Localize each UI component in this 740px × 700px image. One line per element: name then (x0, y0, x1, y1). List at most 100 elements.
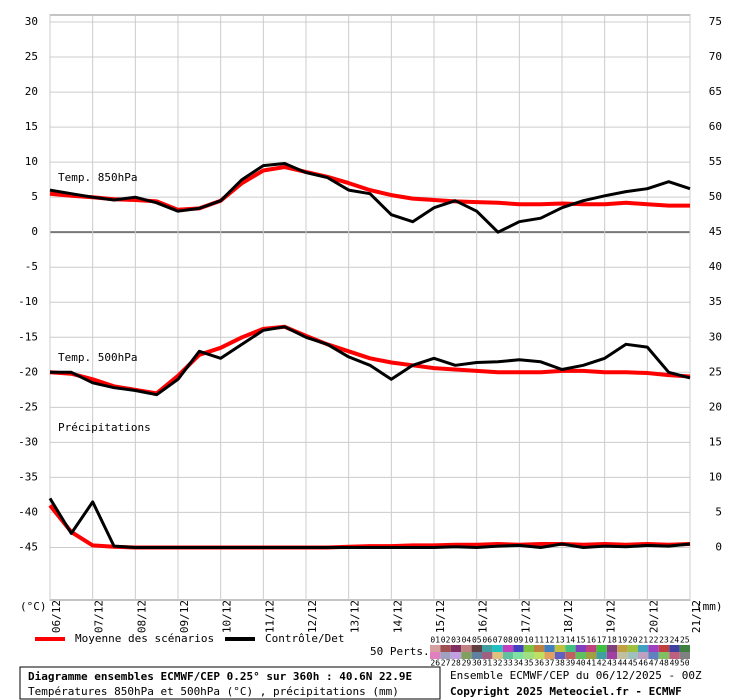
perturbation-name: 33 (503, 659, 513, 668)
perturbation-swatch (679, 645, 690, 652)
y-tick-label: -45 (18, 540, 38, 553)
series-line (50, 325, 691, 397)
perturbation-name: 11 (534, 636, 544, 645)
plot-frame (49, 14, 691, 601)
perturbation-name: 15 (576, 636, 586, 645)
perturbation-swatch (513, 645, 524, 652)
perturbation-name: 09 (514, 636, 524, 645)
x-tick-label: 20/12 (647, 600, 660, 633)
y2-tick-label: 65 (709, 85, 722, 98)
y-tick-label: -5 (25, 260, 38, 273)
perturbation-swatch (502, 652, 514, 659)
perturbation-name: 27 (441, 659, 451, 668)
y-axis-label: (°C) (20, 600, 47, 613)
y2-tick-label: 40 (709, 260, 722, 273)
y-tick-label: 15 (25, 120, 38, 133)
y-tick-label: 10 (25, 155, 38, 168)
y-tick-label: 5 (31, 190, 38, 203)
perturbation-swatch (648, 645, 659, 652)
perturbation-swatch (502, 645, 514, 652)
perturbation-swatch (534, 652, 545, 659)
y2-tick-label: 15 (709, 435, 722, 448)
x-tick-label: 18/12 (562, 600, 575, 633)
perturbation-name: 06 (482, 636, 492, 645)
perturbation-name: 48 (659, 659, 669, 668)
y-tick-label: -25 (18, 400, 38, 413)
perturbation-name: 26 (430, 659, 440, 668)
perturbation-name: 29 (462, 659, 472, 668)
perturbation-swatch (658, 652, 670, 659)
x-tick-label: 07/12 (93, 600, 106, 633)
y2-tick-label: 10 (709, 470, 722, 483)
perturbation-swatch (544, 652, 555, 659)
perturbation-swatch (669, 652, 680, 659)
perturbation-name: 50 (680, 659, 690, 668)
x-tick-label: 11/12 (263, 600, 276, 633)
perturbation-swatch (565, 645, 576, 652)
perturbation-name: 02 (441, 636, 451, 645)
perturbation-name: 04 (462, 636, 472, 645)
perturbation-name: 08 (503, 636, 513, 645)
y2-tick-label: 5 (715, 505, 722, 518)
x-tick-label: 10/12 (221, 600, 234, 633)
y-tick-label: -10 (18, 295, 38, 308)
y-tick-label: 30 (25, 15, 38, 28)
y2-tick-label: 55 (709, 155, 722, 168)
perturbation-swatch (544, 645, 555, 652)
perturbation-name: 36 (534, 659, 544, 668)
perturbation-swatch (669, 645, 680, 652)
y2-axis-label: (mm) (696, 600, 723, 613)
perturbation-name: 40 (576, 659, 586, 668)
perturbation-name: 37 (545, 659, 555, 668)
y-tick-label: 0 (31, 225, 38, 238)
perturbation-swatch (461, 652, 472, 659)
y2-tick-label: 75 (709, 15, 722, 28)
perturbation-name: 19 (618, 636, 628, 645)
perturbation-swatch (596, 652, 607, 659)
perturbation-swatch (575, 645, 586, 652)
perturbation-name: 21 (638, 636, 648, 645)
perturbation-name: 44 (618, 659, 628, 668)
perturbation-name: 24 (670, 636, 680, 645)
footer-subtitle: Températures 850hPa et 500hPa (°C) , pré… (28, 685, 399, 698)
y2-tick-label: 50 (709, 190, 722, 203)
perturbation-name: 46 (638, 659, 648, 668)
perturbation-name: 20 (628, 636, 638, 645)
perturbation-name: 14 (566, 636, 576, 645)
perturbation-swatch (430, 645, 441, 652)
x-tick-label: 14/12 (391, 600, 404, 633)
perturbation-swatch (617, 645, 628, 652)
x-tick-label: 06/12 (50, 600, 63, 633)
perturbation-swatch (679, 652, 690, 659)
y-tick-label: -15 (18, 330, 38, 343)
footer-copyright: Copyright 2025 Meteociel.fr - ECMWF (450, 685, 682, 698)
perturbation-swatch (440, 645, 451, 652)
perturbation-name: 43 (607, 659, 617, 668)
perturbation-name: 16 (586, 636, 596, 645)
x-tick-label: 19/12 (605, 600, 618, 633)
perturbation-swatch (471, 645, 482, 652)
perturbation-name: 39 (566, 659, 576, 668)
footer-title: Diagramme ensembles ECMWF/CEP 0.25° sur … (28, 670, 412, 683)
perturbation-swatch (482, 645, 493, 652)
x-tick-label: 13/12 (349, 600, 362, 633)
perturbation-name: 35 (524, 659, 534, 668)
y2-tick-label: 30 (709, 330, 722, 343)
y2-tick-label: 70 (709, 50, 722, 63)
perturbation-name: 12 (545, 636, 555, 645)
perturbation-swatch (554, 652, 566, 659)
perturbation-swatch (627, 645, 638, 652)
footer-run: Ensemble ECMWF/CEP du 06/12/2025 - 00Z (450, 669, 702, 682)
perturbation-swatch (658, 645, 670, 652)
x-tick-label: 16/12 (477, 600, 490, 633)
y2-tick-label: 45 (709, 225, 722, 238)
perturbation-swatch (617, 652, 628, 659)
perturbation-swatch (513, 652, 524, 659)
perturbation-swatch (492, 645, 503, 652)
y2-tick-label: 20 (709, 400, 722, 413)
y2-tick-label: 60 (709, 120, 722, 133)
perturbation-swatch (627, 652, 638, 659)
perturbation-swatch (523, 652, 534, 659)
x-tick-label: 15/12 (434, 600, 447, 633)
